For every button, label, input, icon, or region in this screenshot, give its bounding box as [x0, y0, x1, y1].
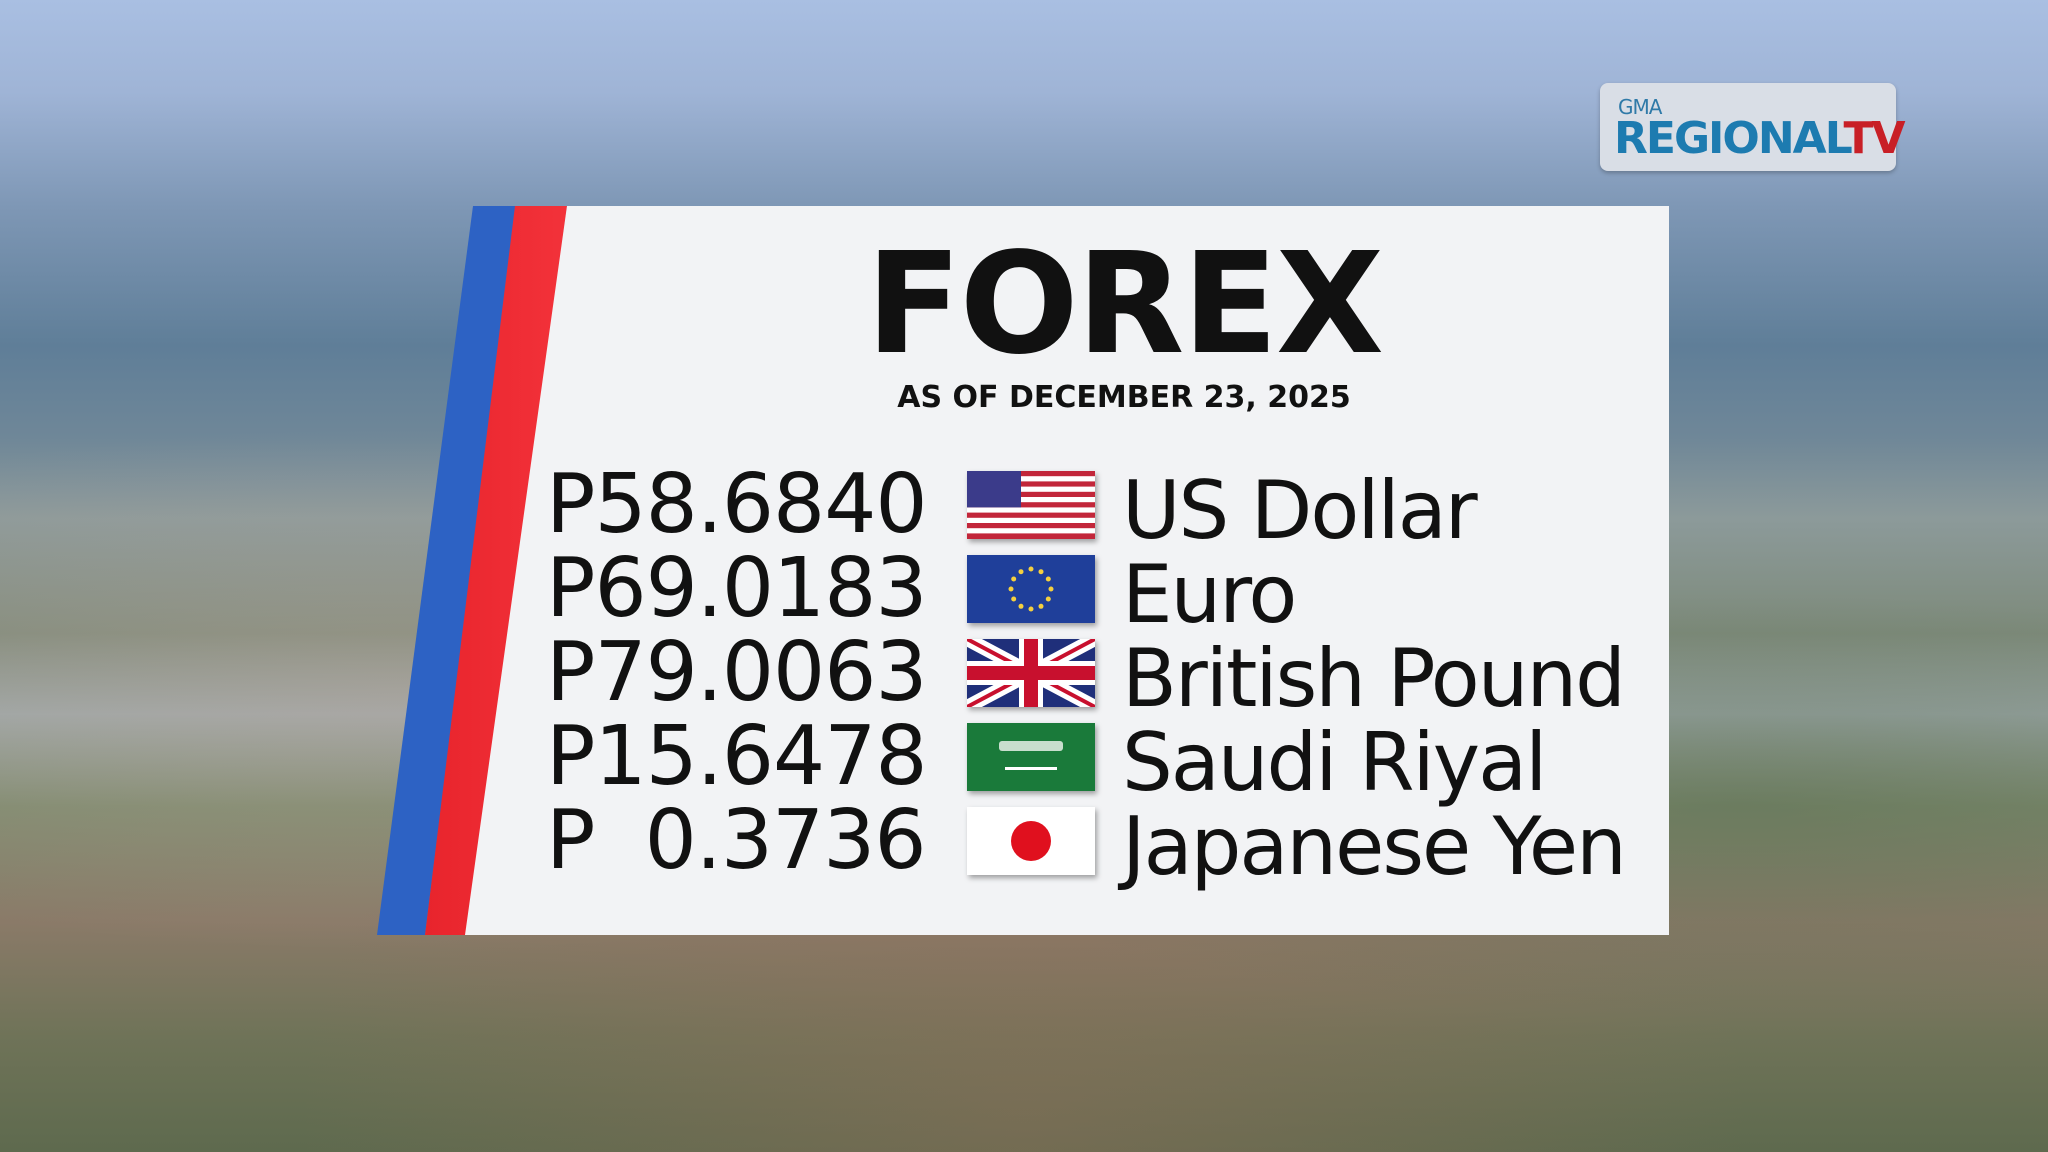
- currency-name: Japanese Yen: [1122, 800, 1627, 893]
- uk-flag-icon: [967, 639, 1095, 707]
- currency-name: British Pound: [1122, 632, 1626, 725]
- rate-price: P69.0183: [546, 541, 928, 636]
- logo-brand: REGIONAL: [1614, 113, 1845, 164]
- rate-price: P15.6478: [546, 709, 928, 804]
- japan-flag-icon: [967, 807, 1095, 875]
- rate-price: P79.0063: [546, 625, 928, 720]
- saudi-flag-icon: [967, 723, 1095, 791]
- rate-price: P 0.3736: [546, 793, 927, 888]
- logo-network: GMA: [1618, 95, 1662, 119]
- rate-price: P58.6840: [546, 457, 928, 552]
- eu-flag-icon: [967, 555, 1095, 623]
- gma-regional-tv-logo: GMA REGIONALTV: [1600, 83, 1906, 171]
- forex-date: AS OF DECEMBER 23, 2025: [897, 380, 1351, 415]
- us-flag-icon: [967, 471, 1095, 539]
- currency-name: Saudi Riyal: [1122, 716, 1547, 809]
- forex-title: FOREX: [865, 223, 1384, 386]
- currency-name: Euro: [1122, 548, 1297, 641]
- logo-accent: TV: [1843, 113, 1905, 164]
- currency-name: US Dollar: [1122, 464, 1478, 557]
